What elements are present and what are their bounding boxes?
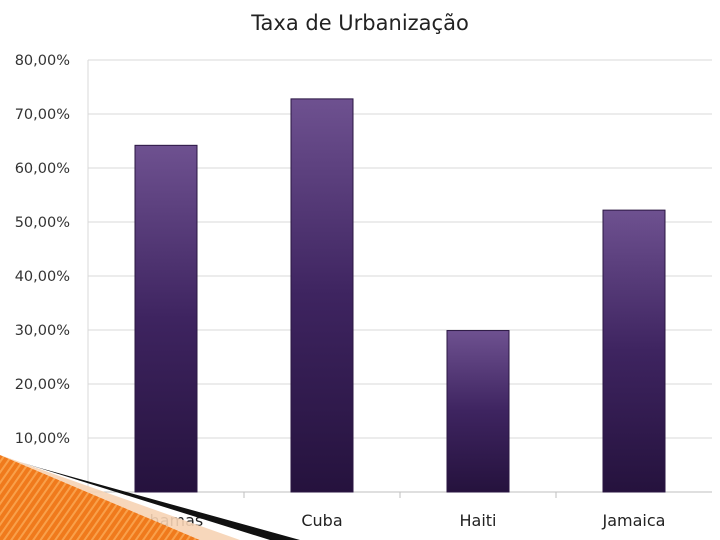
bar-bahamas	[134, 144, 198, 493]
y-tick-label: 80,00%	[15, 53, 70, 69]
bar-cuba	[290, 98, 354, 493]
y-tick-label: 70,00%	[15, 107, 70, 123]
bar-haiti	[446, 330, 510, 493]
y-tick-label: 60,00%	[15, 161, 70, 177]
y-tick-label: 50,00%	[15, 215, 70, 231]
y-axis-ticks: 0,00% 10,00% 20,00% 30,00% 40,00% 50,00% 60,00…	[15, 53, 70, 501]
x-tick-label: Cuba	[301, 511, 342, 530]
x-tick-label: Bahamas	[129, 511, 203, 530]
y-tick-label: 20,00%	[15, 377, 70, 393]
bars	[134, 98, 666, 493]
chart-title: Taxa de Urbanização	[250, 11, 469, 35]
bar-jamaica	[602, 209, 666, 493]
y-tick-label: 10,00%	[15, 431, 70, 447]
x-tick-label: Haiti	[460, 511, 497, 530]
x-axis-ticks: Bahamas Cuba Haiti Jamaica	[129, 492, 666, 530]
y-tick-label: 0,00%	[24, 485, 70, 501]
y-tick-label: 40,00%	[15, 269, 70, 285]
y-tick-label: 30,00%	[15, 323, 70, 339]
x-tick-label: Jamaica	[602, 511, 666, 530]
